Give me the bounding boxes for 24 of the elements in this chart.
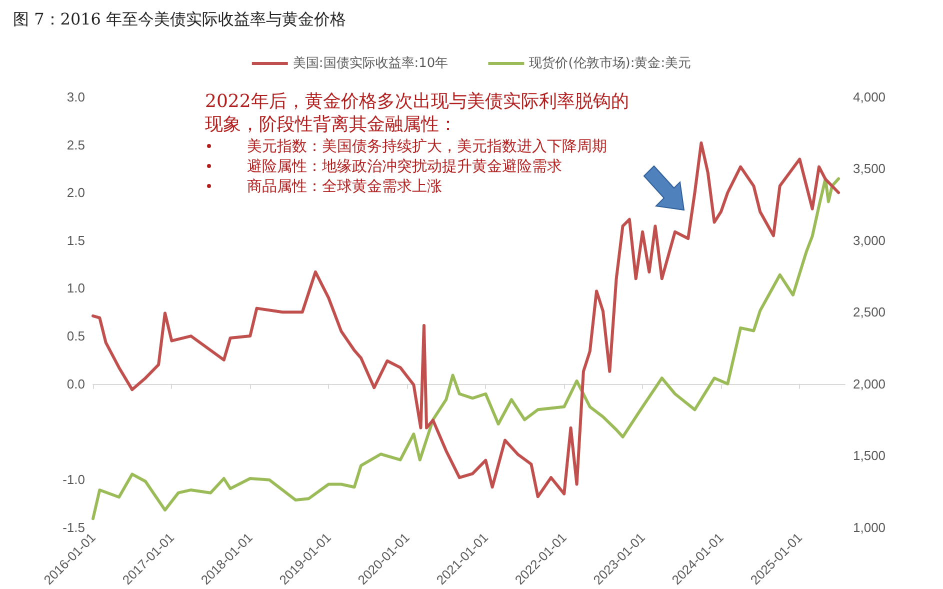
annotation: 商品属性：全球黄金需求上涨 — [246, 176, 443, 196]
y2-tick-label: 1,500 — [853, 448, 886, 464]
y-tick-label: 0.5 — [66, 328, 85, 344]
y2-tick-label: 4,000 — [853, 90, 886, 104]
y-tick-label: 1.5 — [66, 232, 85, 248]
line-series — [92, 177, 840, 520]
y2-tick-label: 3,500 — [853, 161, 886, 176]
y2-tick-label: 2,500 — [853, 304, 886, 320]
y-tick-label: 1.0 — [66, 280, 85, 296]
y-tick-label: 2.0 — [66, 185, 85, 200]
chart-title: 图 7：2016 年至今美债实际收益率与黄金价格 — [13, 10, 346, 28]
y-tick-label: 0.0 — [66, 376, 85, 392]
y2-tick-label: 1,000 — [853, 520, 886, 535]
y-tick-label: -1.0 — [62, 472, 85, 487]
y-tick-label: 3.0 — [66, 90, 85, 104]
annotation: 避险属性：地缘政治冲突扰动提升黄金避险需求 — [246, 156, 563, 176]
y2-tick-label: 2,000 — [853, 376, 886, 392]
y-tick-label: -1.5 — [62, 520, 85, 535]
y-tick-label: 2.5 — [66, 137, 85, 152]
annotation: 美元指数：美国债务持续扩大，美元指数进入下降周期 — [246, 136, 608, 156]
legend-label: 美国:国债实际收益率:10年 — [292, 55, 448, 71]
annotation: 2022年后，黄金价格多次出现与美债实际利率脱钩的现象，阶段性背离其金融属性： — [205, 90, 630, 136]
y2-tick-label: 3,000 — [853, 232, 886, 248]
legend-label: 现货价(伦敦市场):黄金:美元 — [529, 55, 692, 71]
